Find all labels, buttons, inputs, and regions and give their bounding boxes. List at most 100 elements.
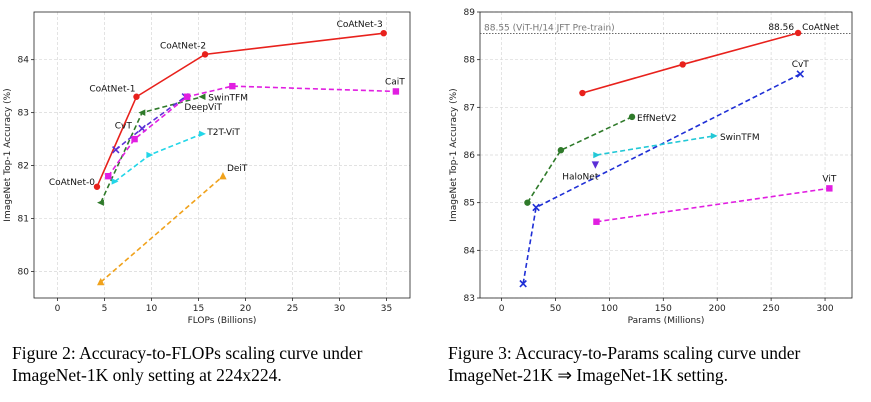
annotation-deepvit: DeepViT	[184, 103, 222, 113]
accuracy-params-chart: 0 50 100 150 200 250 300 83 84 85 86 87 88 89 Params (…	[449, 8, 853, 326]
data-point-t2t-vit	[111, 178, 119, 185]
y-tick-label: 83	[18, 109, 29, 119]
series-line-coatnet	[582, 32, 799, 94]
y-tick-label: 80	[18, 268, 30, 278]
data-point-cvt	[519, 279, 527, 288]
data-point-coatnet	[679, 61, 686, 68]
x-tick-label: 100	[601, 304, 618, 314]
data-point-swintfm	[184, 93, 191, 100]
series-cvt	[519, 70, 805, 288]
series-line-effnetv2	[526, 116, 633, 204]
data-point-coatnet	[579, 89, 586, 97]
x-tick-label: 300	[816, 304, 833, 314]
data-point-vit	[826, 185, 833, 192]
y-tick-label: 82	[18, 162, 29, 172]
x-tick-label: 250	[763, 304, 780, 314]
series-t2t-vit	[111, 130, 206, 185]
x-axis-label: FLOPs (Billions)	[188, 316, 257, 326]
annotation-cait: CaiT	[385, 77, 405, 87]
series-vit	[593, 185, 833, 225]
x-tick-label: 25	[287, 304, 298, 314]
accuracy-flops-chart: 0 5 10 15 20 25 30 35 80 81 82 83 84 FLOPs (Billions)…	[3, 11, 411, 326]
data-point-effnetv2	[557, 147, 565, 154]
data-point-coatnet	[380, 29, 387, 37]
plot-frame	[33, 11, 411, 299]
y-tick-label: 85	[464, 199, 475, 209]
y-tick-label: 84	[464, 246, 476, 256]
x-tick-label: 35	[381, 304, 392, 314]
series-halonet	[591, 161, 600, 169]
y-tick-label: 81	[18, 215, 29, 225]
annotation-swintfm: SwinTFM	[208, 94, 248, 104]
y-tick-label: 84	[18, 56, 30, 66]
annotation-swintfm: SwinTFM	[720, 133, 760, 143]
data-point-deepvit	[198, 93, 206, 100]
series-swintfm	[593, 132, 718, 159]
data-point-effnetv2	[628, 113, 636, 121]
data-point-cvt	[532, 203, 540, 212]
series-deit	[97, 171, 227, 286]
annotation-cvt: CvT	[115, 122, 133, 132]
y-axis-label: ImageNet Top-1 Accuracy (%)	[3, 88, 13, 221]
y-tick-label: 86	[464, 151, 476, 161]
data-point-coatnet	[133, 93, 140, 100]
series-line-deit	[100, 175, 224, 283]
x-axis-label: Params (Millions)	[628, 316, 705, 326]
x-tick-label: 0	[499, 304, 505, 314]
series-coatnet	[579, 29, 802, 97]
series-coatnet	[93, 29, 387, 190]
figure-2: 0 5 10 15 20 25 30 35 80 81 82 83 84 FLOPs (Billions)…	[0, 0, 430, 402]
data-point-deit	[219, 171, 227, 180]
y-tick-label: 88	[464, 56, 476, 66]
data-point-swintfm	[593, 151, 601, 159]
data-point-swintfm	[131, 135, 138, 143]
annotation-t2t-vit: T2T-ViT	[206, 128, 240, 138]
annotation-coatnet: CoAtNet	[802, 23, 840, 33]
data-point-deepvit	[138, 109, 146, 116]
data-point-deepvit	[97, 199, 104, 206]
data-point-swintfm	[710, 132, 718, 140]
annotation-vit: ViT	[822, 174, 836, 184]
series-line-swintfm	[596, 135, 715, 156]
x-tick-label: 5	[102, 304, 108, 314]
data-point-cvt	[796, 70, 805, 78]
series-line-coatnet	[96, 32, 384, 188]
y-axis-label: ImageNet Top-1 Accuracy (%)	[449, 88, 459, 221]
data-point-coatnet	[93, 183, 101, 190]
series-line-t2t-vit	[114, 133, 203, 183]
data-point-cvt	[112, 145, 120, 154]
data-point-coatnet	[794, 29, 802, 37]
annotation-halonet: HaloNet	[562, 173, 599, 183]
x-tick-label: 15	[193, 304, 204, 314]
x-tick-label: 0	[55, 304, 61, 314]
annotation-coatnet-1: CoAtNet-1	[89, 85, 135, 95]
gridlines	[480, 11, 852, 299]
figure-3-caption: Figure 3: Accuracy-to-Params scaling cur…	[448, 343, 801, 385]
figure-2-caption: Figure 2: Accuracy-to-FLOPs scaling curv…	[12, 343, 363, 385]
x-tick-label: 30	[334, 304, 346, 314]
annotation-coatnet-2: CoAtNet-2	[160, 41, 206, 51]
annotation-88-56: 88.56	[768, 23, 794, 33]
data-point-deit	[97, 277, 105, 286]
data-point-vit	[593, 218, 600, 225]
x-tick-label: 10	[146, 304, 158, 314]
figure-3: 0 50 100 150 200 250 300 83 84 85 86 87 88 89 Params (…	[436, 0, 871, 402]
annotation-coatnet-3: CoAtNet-3	[337, 20, 383, 30]
annotation-coatnet-0: CoAtNet-0	[49, 178, 95, 188]
annotation-cvt: CvT	[792, 60, 810, 70]
y-tick-label: 89	[464, 8, 476, 18]
y-tick-label: 83	[464, 294, 475, 304]
data-point-swintfm	[229, 82, 236, 90]
data-point-coatnet	[201, 51, 209, 58]
series-effnetv2	[524, 113, 636, 206]
series-deepvit	[97, 93, 206, 206]
series-line-cvt	[522, 73, 801, 284]
data-point-swintfm	[105, 172, 112, 180]
data-point-t2t-vit	[199, 130, 206, 138]
series-swintfm	[105, 82, 400, 180]
data-point-swintfm	[392, 88, 400, 95]
x-tick-label: 150	[655, 304, 672, 314]
annotation-effnetv2: EffNetV2	[637, 114, 677, 124]
x-tick-label: 50	[550, 304, 562, 314]
x-tick-label: 200	[709, 304, 726, 314]
